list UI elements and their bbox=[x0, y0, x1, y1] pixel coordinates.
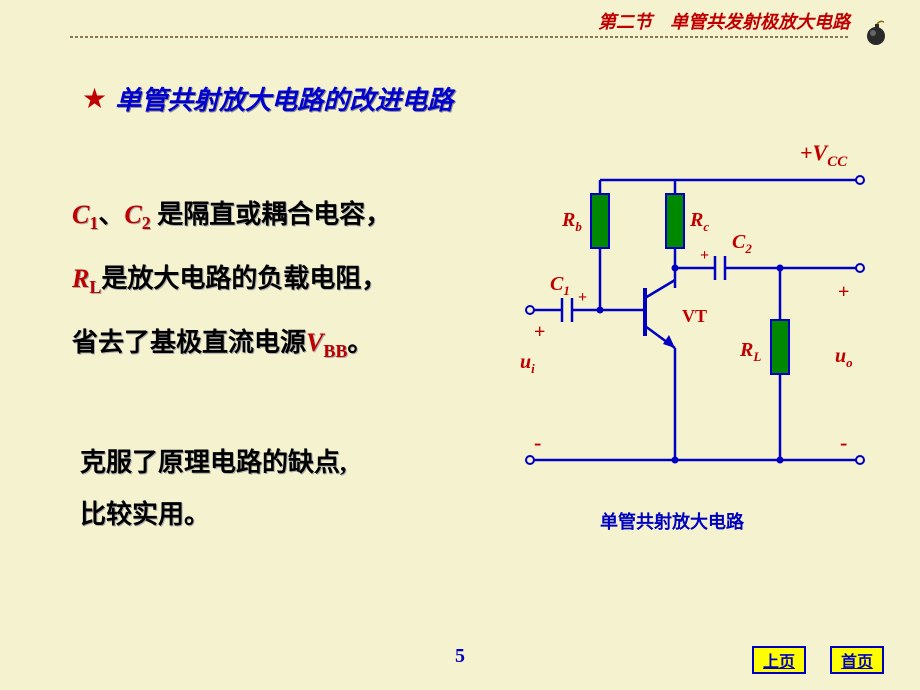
svg-text:VT: VT bbox=[682, 306, 707, 326]
body-line-1: C1、C2 是隔直或耦合电容， bbox=[72, 190, 391, 240]
prev-button[interactable]: 上页 bbox=[752, 646, 806, 674]
circuit-diagram: +VCC Rb Rc VT C1 + + C2 + bbox=[520, 140, 890, 510]
svg-text:-: - bbox=[534, 430, 541, 455]
section-title: 单管共射放大电路的改进电路 bbox=[115, 80, 453, 117]
svg-text:Rb: Rb bbox=[561, 209, 582, 234]
svg-text:RL: RL bbox=[739, 339, 761, 364]
chapter-header: 第二节 单管共发射极放大电路 bbox=[598, 12, 850, 32]
bomb-icon bbox=[862, 18, 890, 46]
svg-text:uo: uo bbox=[835, 345, 853, 370]
page-number: 5 bbox=[455, 645, 465, 668]
svg-text:C1: C1 bbox=[550, 273, 570, 298]
body-line-3: 省去了基极直流电源VBB。 bbox=[72, 318, 373, 368]
svg-text:Rc: Rc bbox=[689, 209, 709, 234]
svg-text:+: + bbox=[534, 321, 545, 343]
svg-text:+: + bbox=[578, 289, 587, 306]
svg-text:+: + bbox=[700, 247, 709, 264]
svg-text:-: - bbox=[840, 430, 847, 455]
svg-text:ui: ui bbox=[520, 351, 535, 376]
circuit-caption: 单管共射放大电路 bbox=[600, 508, 744, 534]
svg-text:C2: C2 bbox=[732, 231, 752, 256]
header-divider bbox=[70, 36, 850, 38]
body-line-5: 比较实用。 bbox=[80, 490, 210, 539]
home-button[interactable]: 首页 bbox=[830, 646, 884, 674]
nav-buttons: 上页 首页 bbox=[752, 646, 884, 674]
svg-text:+VCC: +VCC bbox=[800, 140, 848, 170]
body-line-4: 克服了原理电路的缺点, bbox=[80, 438, 347, 487]
body-line-2: RL是放大电路的负载电阻， bbox=[72, 254, 387, 304]
svg-text:+: + bbox=[838, 281, 849, 303]
star-icon: ★ bbox=[82, 82, 107, 116]
